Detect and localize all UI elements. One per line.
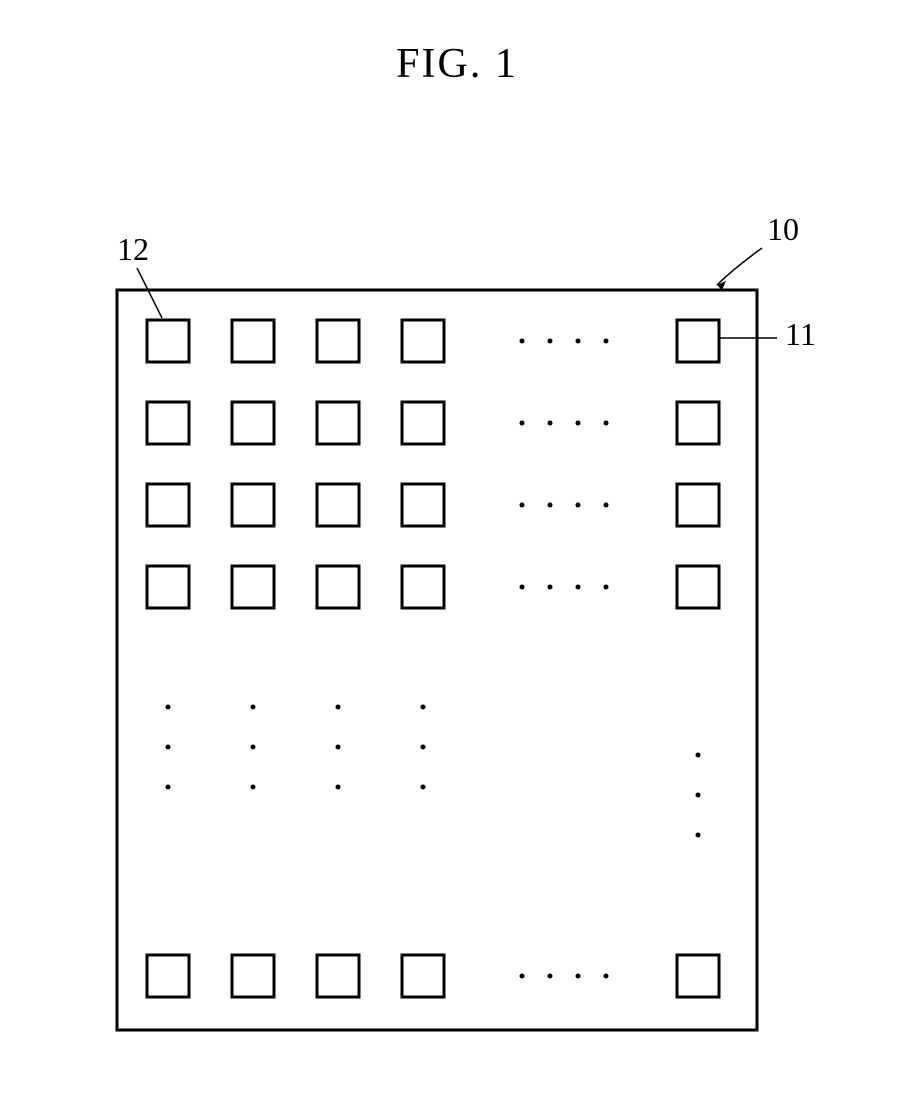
pixel-rect (232, 955, 274, 997)
diagram-container: 10 11 12 (67, 160, 847, 1060)
pixel-rect (147, 402, 189, 444)
pixel-rect (147, 566, 189, 608)
pixel-rect (402, 320, 444, 362)
continuation-dot (604, 503, 609, 508)
label-12-text: 12 (117, 231, 149, 267)
continuation-dot (336, 785, 341, 790)
continuation-dot (548, 421, 553, 426)
pixel-rect (317, 402, 359, 444)
pixel-rect (677, 566, 719, 608)
pixel-rect (677, 955, 719, 997)
continuation-dot (604, 585, 609, 590)
continuation-dot (166, 745, 171, 750)
continuation-dot (576, 585, 581, 590)
figure-title: FIG. 1 (396, 40, 518, 88)
continuation-dot (696, 753, 701, 758)
continuation-dot (576, 421, 581, 426)
continuation-dot (696, 833, 701, 838)
pixel-rect (232, 484, 274, 526)
continuation-dot (251, 785, 256, 790)
continuation-dot (604, 974, 609, 979)
continuation-dot (520, 974, 525, 979)
label-10-text: 10 (767, 211, 799, 247)
continuation-dot (520, 421, 525, 426)
pixel-rect (677, 320, 719, 362)
pixel-rect (677, 484, 719, 526)
pixel-rect (147, 484, 189, 526)
continuation-dot (421, 785, 426, 790)
pixel-rect (402, 566, 444, 608)
pixel-rect (232, 320, 274, 362)
pixel-rect (317, 566, 359, 608)
pixel-rect (402, 402, 444, 444)
label-12-leader (137, 268, 162, 318)
continuation-dot (576, 503, 581, 508)
continuation-dot (548, 585, 553, 590)
pixel-rect (317, 484, 359, 526)
continuation-dot (251, 745, 256, 750)
pixel-rect (232, 402, 274, 444)
continuation-dot (336, 745, 341, 750)
continuation-dot (520, 503, 525, 508)
continuation-dot (548, 974, 553, 979)
continuation-dot (520, 339, 525, 344)
continuation-dot (548, 503, 553, 508)
diagram-svg: 10 11 12 (67, 160, 847, 1060)
continuation-dot (576, 339, 581, 344)
pixel-rect (147, 955, 189, 997)
label-11-text: 11 (785, 316, 816, 352)
continuation-dot (421, 745, 426, 750)
continuation-dot (251, 705, 256, 710)
continuation-dot (520, 585, 525, 590)
continuation-dot (166, 705, 171, 710)
continuation-dot (548, 339, 553, 344)
continuation-dot (576, 974, 581, 979)
continuation-dot (604, 339, 609, 344)
continuation-dot (336, 705, 341, 710)
pixel-rect (317, 320, 359, 362)
continuation-dot (421, 705, 426, 710)
pixel-rect (402, 484, 444, 526)
pixel-rect (232, 566, 274, 608)
pixel-rect (317, 955, 359, 997)
pixel-rect (402, 955, 444, 997)
continuation-dot (604, 421, 609, 426)
pixel-rect (147, 320, 189, 362)
label-10-leader (717, 248, 762, 285)
continuation-dot (696, 793, 701, 798)
continuation-dot (166, 785, 171, 790)
pixel-rect (677, 402, 719, 444)
